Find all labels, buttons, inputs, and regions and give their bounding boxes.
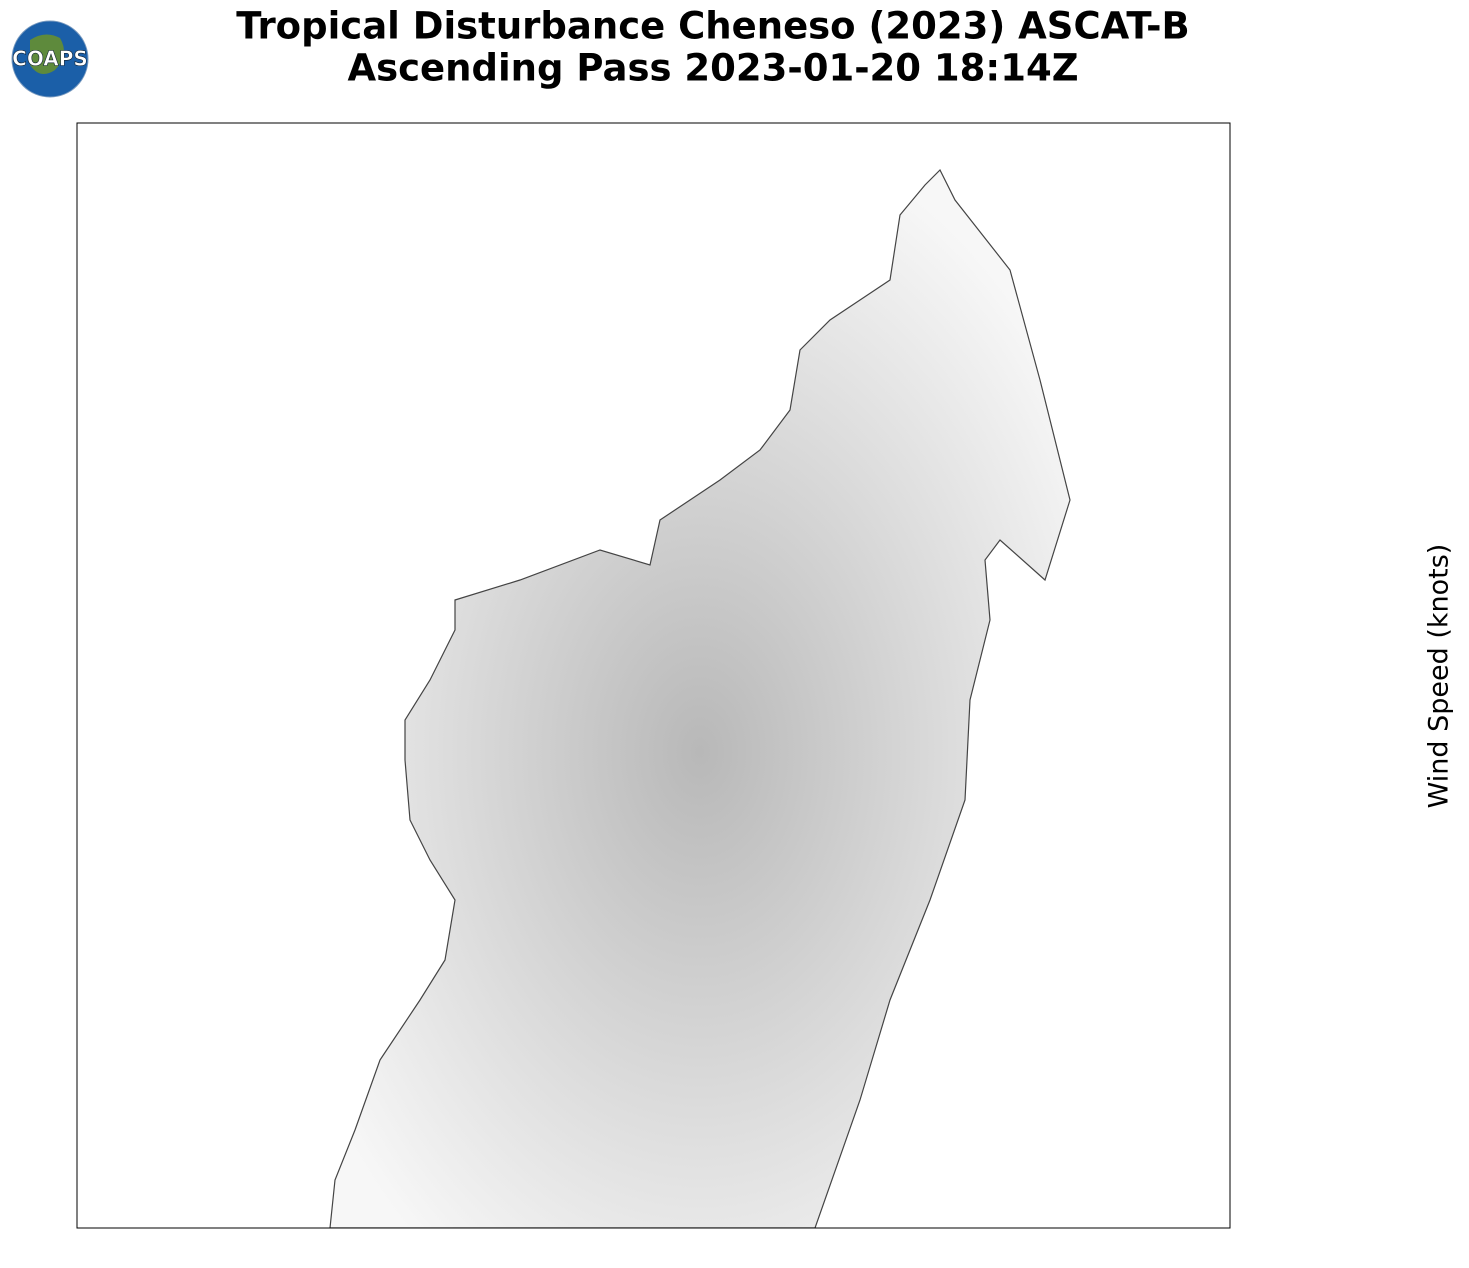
title-line: Ascending Pass 2023-01-20 18:14Z	[347, 47, 1078, 90]
logo-text: COAPS	[12, 47, 88, 71]
map-frame	[76, 122, 1231, 1229]
madagascar	[329, 168, 1071, 1228]
logo-land	[30, 34, 64, 74]
title-line: Tropical Disturbance Cheneso (2023) ASCA…	[236, 5, 1189, 48]
map-area	[77, 123, 1230, 1228]
logo: COAPS	[11, 20, 89, 98]
colorbar-label: Wind Speed (knots)	[1424, 544, 1455, 809]
